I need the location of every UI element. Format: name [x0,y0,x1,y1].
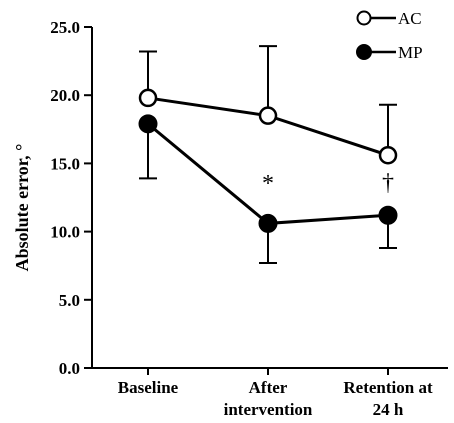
significance-marker: † [382,170,394,196]
data-point [380,147,396,163]
y-tick-label: 25.0 [50,18,80,37]
y-tick-label: 0.0 [59,359,80,378]
series-AC [139,46,397,163]
y-axis-title: Absolute error, ° [12,144,32,272]
annotations: * † [262,170,394,197]
legend: AC MP [357,9,423,62]
legend-marker [357,45,371,59]
data-point [139,115,157,133]
y-tick-label: 20.0 [50,86,80,105]
legend-label: AC [398,9,422,28]
x-tick-label: After intervention [224,378,313,419]
significance-marker: * [262,171,274,197]
data-point [260,108,276,124]
data-point [140,90,156,106]
legend-marker [358,12,371,25]
data-point [379,206,397,224]
x-tick-label: Baseline [118,378,179,397]
y-tick-label: 10.0 [50,223,80,242]
y-tick-label: 5.0 [59,291,80,310]
data-point [259,214,277,232]
legend-label: MP [398,43,423,62]
x-tick-label: Retention at 24 h [343,378,433,419]
series-layer [139,46,397,263]
y-tick-label: 15.0 [50,154,80,173]
